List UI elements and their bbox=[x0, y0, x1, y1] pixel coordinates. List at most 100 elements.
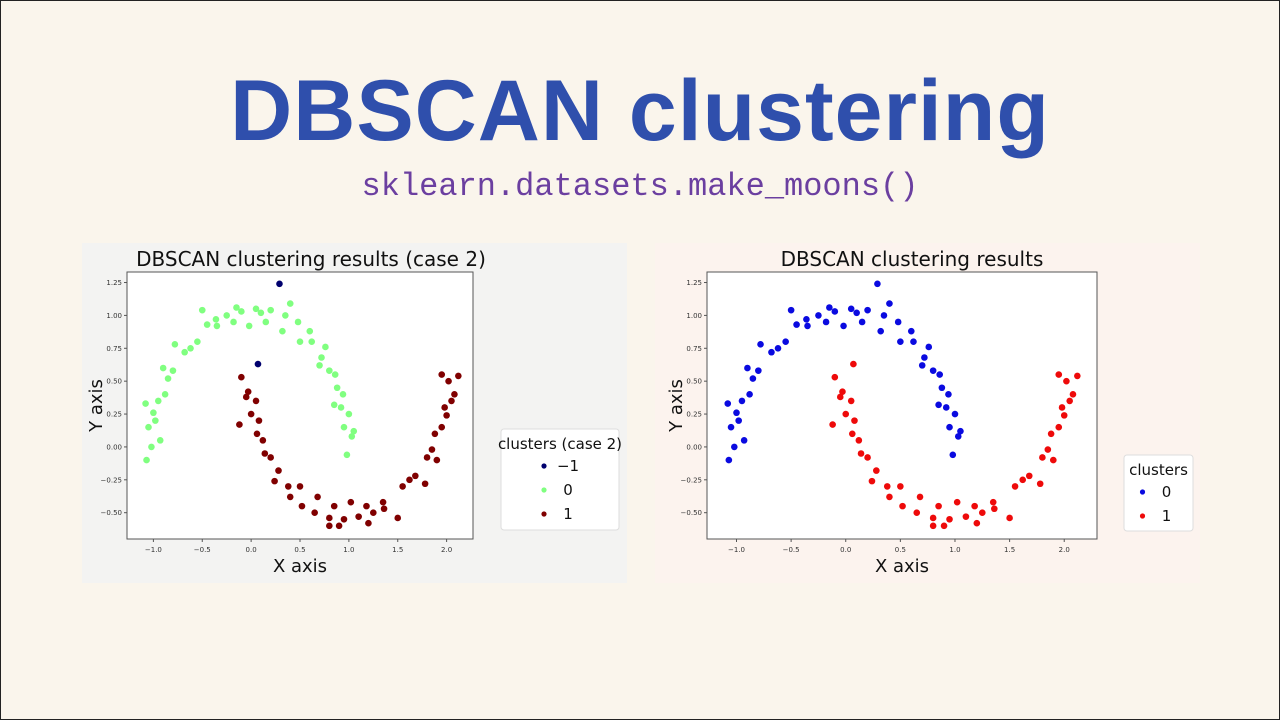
data-point-cluster-1 bbox=[850, 360, 857, 368]
data-point-cluster-0 bbox=[826, 304, 833, 311]
data-point-cluster-0 bbox=[847, 305, 855, 313]
data-point-cluster-0 bbox=[286, 300, 294, 307]
data-point-cluster-1 bbox=[380, 505, 388, 513]
data-point-cluster-1 bbox=[929, 522, 937, 530]
chart-title: DBSCAN clustering results bbox=[781, 247, 1044, 271]
data-point-cluster-0 bbox=[804, 322, 811, 330]
series-1 bbox=[236, 371, 462, 530]
data-point-cluster-1 bbox=[271, 477, 278, 485]
x-tick-label: 0.0 bbox=[246, 546, 257, 554]
data-point-cluster-0 bbox=[154, 397, 162, 405]
data-point-cluster-1 bbox=[379, 498, 387, 506]
data-point-cluster-0 bbox=[322, 343, 329, 351]
data-point-cluster-1 bbox=[238, 373, 245, 381]
data-point-cluster-0 bbox=[954, 433, 962, 440]
data-point-cluster-1 bbox=[394, 514, 402, 522]
x-axis-label: X axis bbox=[875, 556, 929, 577]
data-point-cluster-1 bbox=[1066, 397, 1073, 405]
plot-area bbox=[706, 271, 1098, 540]
data-point-cluster-1 bbox=[1011, 483, 1019, 490]
y-tick-label: −0.50 bbox=[681, 509, 702, 517]
data-point-cluster-1 bbox=[1006, 514, 1013, 522]
data-point-cluster-0 bbox=[724, 400, 732, 407]
data-point-cluster-0 bbox=[897, 338, 904, 346]
data-point-cluster-1 bbox=[940, 522, 948, 530]
y-tick-label: 1.00 bbox=[106, 312, 122, 320]
y-tick-label: 0.75 bbox=[686, 345, 702, 353]
data-point-cluster-0 bbox=[296, 338, 304, 346]
data-point-cluster-0 bbox=[945, 391, 952, 398]
y-tick-label: 0.25 bbox=[106, 411, 122, 419]
scatter-chart-case-2: DBSCAN clustering results (case 2) X axis… bbox=[86, 247, 622, 577]
data-point-cluster-1 bbox=[284, 483, 292, 490]
data-point-cluster-1 bbox=[1044, 446, 1052, 453]
data-point-cluster-1 bbox=[913, 509, 921, 516]
data-point-cluster-1 bbox=[962, 513, 970, 520]
data-point-cluster-1 bbox=[347, 498, 355, 506]
data-point-cluster-0 bbox=[768, 348, 775, 356]
data-point-cluster-0 bbox=[212, 316, 220, 323]
data-point-cluster-1 bbox=[267, 454, 274, 461]
data-point-cluster-0 bbox=[316, 362, 323, 369]
data-point-cluster-0 bbox=[815, 312, 822, 319]
data-point-cluster-0 bbox=[187, 344, 194, 352]
x-tick-label: 1.5 bbox=[1004, 546, 1015, 554]
series-1 bbox=[829, 360, 1081, 530]
data-point-cluster-0 bbox=[886, 300, 893, 307]
data-point-cluster-0 bbox=[864, 306, 871, 314]
legend: clusters (case 2) −1 0 1 bbox=[498, 428, 622, 531]
data-point-cluster-1 bbox=[1047, 430, 1055, 438]
data-point-cluster-0 bbox=[194, 338, 201, 346]
data-point-cluster-1 bbox=[335, 522, 343, 530]
data-point-cluster-0 bbox=[333, 384, 341, 392]
data-point-cluster-1 bbox=[831, 373, 839, 381]
data-point-cluster-0 bbox=[874, 280, 881, 288]
data-point-cluster-0 bbox=[877, 327, 884, 335]
plot-area bbox=[126, 271, 474, 540]
chart-title: DBSCAN clustering results (case 2) bbox=[136, 247, 486, 271]
legend-label: 1 bbox=[563, 505, 573, 523]
data-point-cluster-0 bbox=[337, 404, 345, 411]
x-tick-label: 2.0 bbox=[1059, 546, 1070, 554]
data-point-cluster-1 bbox=[1058, 404, 1066, 411]
x-tick-label: 0.5 bbox=[895, 546, 906, 554]
data-point-cluster-1 bbox=[433, 456, 441, 464]
data-point-cluster-0 bbox=[150, 409, 157, 417]
legend-box bbox=[500, 428, 620, 531]
data-point-cluster-0 bbox=[840, 322, 847, 330]
data-point-cluster-1 bbox=[326, 522, 333, 530]
data-point-cluster-1 bbox=[399, 483, 406, 490]
data-point-cluster-0 bbox=[744, 364, 751, 372]
data-point-cluster-1 bbox=[886, 493, 893, 501]
data-point-cluster-0 bbox=[942, 404, 950, 411]
data-point-cluster-0 bbox=[331, 371, 339, 378]
data-point-cluster-0 bbox=[907, 327, 915, 335]
data-point-cluster-1 bbox=[330, 502, 338, 510]
data-point-cluster-1 bbox=[406, 476, 413, 484]
x-axis-label: X axis bbox=[273, 556, 327, 577]
data-point-cluster-0 bbox=[957, 427, 964, 435]
data-point-cluster-1 bbox=[1060, 412, 1068, 419]
legend-title: clusters (case 2) bbox=[498, 435, 622, 453]
legend-box bbox=[1123, 454, 1194, 532]
data-point-cluster-1 bbox=[242, 393, 250, 401]
data-point-cluster-0 bbox=[746, 391, 753, 398]
data-point-cluster-0 bbox=[152, 417, 159, 424]
data-point-cluster-1 bbox=[298, 502, 306, 510]
data-point-cluster-1 bbox=[296, 483, 304, 490]
x-tick-label: −1.0 bbox=[145, 546, 162, 554]
legend-label: 0 bbox=[1162, 483, 1172, 501]
data-point-cluster-0 bbox=[727, 423, 735, 431]
legend-label: 1 bbox=[1162, 507, 1172, 525]
data-point-cluster-1 bbox=[275, 467, 282, 474]
data-point-cluster-0 bbox=[935, 401, 942, 409]
data-point-cluster-0 bbox=[733, 409, 740, 417]
data-point-cluster-0 bbox=[348, 433, 356, 440]
data-point-cluster-1 bbox=[991, 505, 998, 513]
data-point-cluster-1 bbox=[451, 391, 458, 398]
data-point-cluster-1 bbox=[438, 371, 446, 378]
data-point-cluster-0 bbox=[279, 327, 286, 335]
x-tick-label: 1.5 bbox=[392, 546, 403, 554]
y-axis-label: Y axis bbox=[86, 379, 107, 433]
data-point-cluster-0 bbox=[148, 443, 155, 451]
